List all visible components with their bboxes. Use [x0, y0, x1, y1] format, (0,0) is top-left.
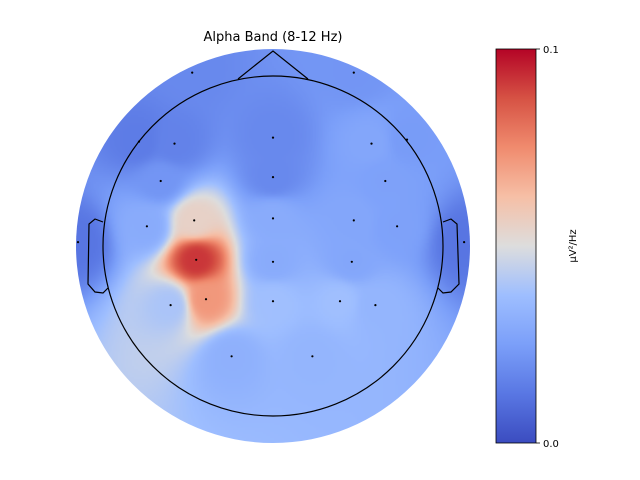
colorbar-label: µV²/Hz — [568, 229, 579, 262]
colorbar: 0.1 0.0 µV²/Hz — [495, 45, 579, 450]
sensor-marker-10 — [384, 179, 387, 183]
sensor-marker-9 — [271, 176, 275, 179]
sensor-marker-27 — [311, 355, 314, 358]
sensor-marker-26 — [230, 355, 233, 358]
sensor-marker-7 — [405, 138, 409, 141]
sensor-marker-1 — [191, 71, 194, 74]
sensor-marker-23 — [271, 300, 275, 303]
sensor-marker-22 — [204, 298, 208, 301]
colorbar-tick-label-max: 0.1 — [543, 45, 559, 56]
sensor-marker-19 — [271, 260, 275, 263]
sensor-marker-24 — [338, 300, 342, 303]
sensor-marker-16 — [396, 225, 399, 228]
head-outline — [87, 50, 460, 417]
sensor-marker-14 — [271, 217, 275, 220]
left-ear-outline — [87, 218, 109, 294]
colorbar-gradient — [495, 48, 537, 444]
colorbar-tick-label-min: 0.0 — [543, 439, 559, 450]
sensor-marker-25 — [374, 304, 377, 307]
right-ear-outline — [437, 218, 460, 294]
sensor-marker-18 — [195, 258, 198, 261]
sensor-marker-11 — [76, 241, 80, 244]
sensor-marker-2 — [352, 71, 355, 74]
sensor-marker-4 — [173, 142, 176, 145]
nose-outline — [237, 50, 309, 80]
head-circle — [102, 75, 444, 417]
sensor-marker-6 — [370, 142, 373, 145]
sensor-marker-15 — [352, 219, 355, 222]
sensor-marker-3 — [137, 140, 141, 143]
interpolated-field — [76, 49, 470, 443]
sensor-marker-13 — [193, 219, 196, 222]
sensor-marker-20 — [350, 260, 353, 263]
topomap-field — [76, 49, 470, 443]
sensor-markers — [76, 71, 466, 358]
sensor-marker-12 — [145, 225, 148, 228]
sensor-marker-17 — [463, 241, 466, 244]
sensor-marker-21 — [169, 304, 172, 307]
sensor-marker-8 — [159, 179, 162, 183]
chart-title: Alpha Band (8-12 Hz) — [204, 30, 343, 45]
sensor-marker-5 — [271, 136, 275, 139]
